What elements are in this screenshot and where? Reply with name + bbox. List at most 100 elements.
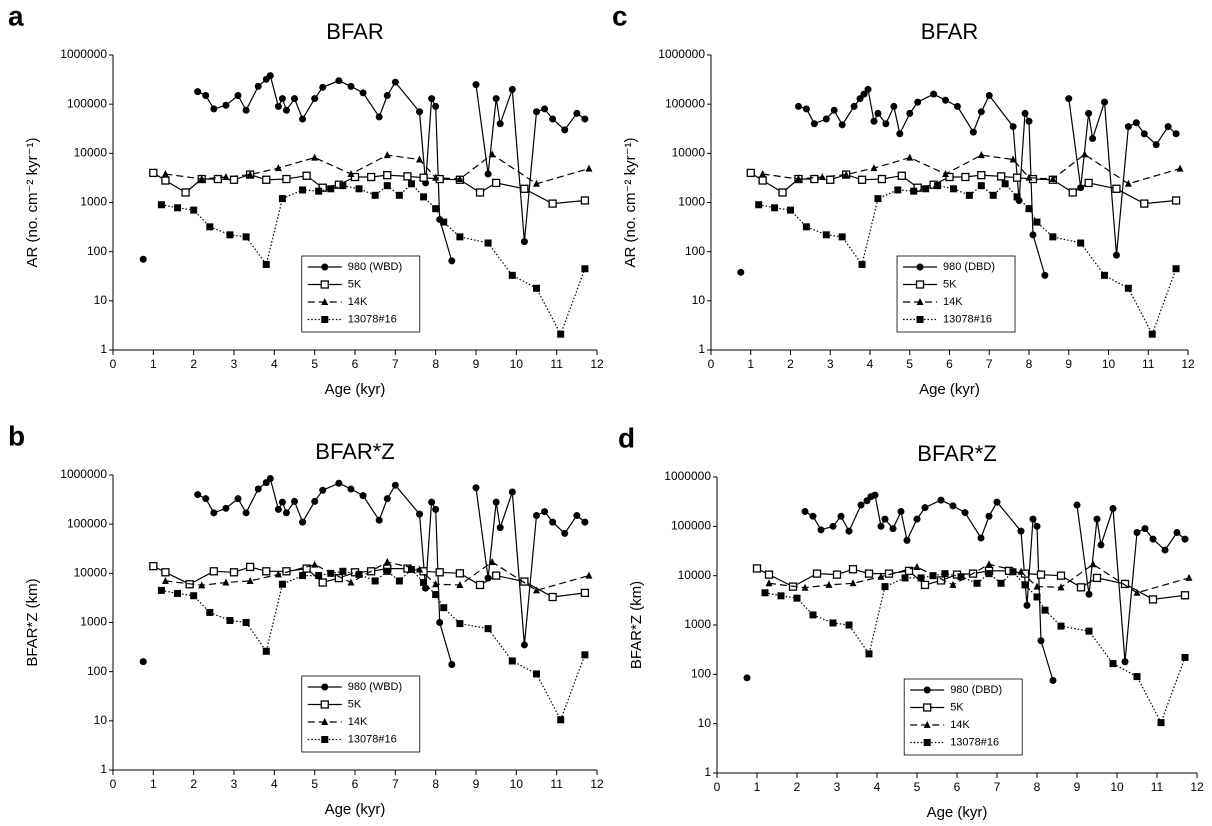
point xyxy=(432,205,440,213)
x-axis-label: Age (kyr) xyxy=(325,381,386,398)
x-tick-label: 3 xyxy=(231,357,238,371)
point xyxy=(242,106,250,114)
point xyxy=(456,580,464,588)
point xyxy=(1001,180,1009,188)
point xyxy=(1041,271,1049,279)
x-tick-label: 2 xyxy=(794,780,801,794)
point xyxy=(1025,117,1033,125)
point xyxy=(291,95,298,103)
point xyxy=(930,90,938,98)
point xyxy=(202,495,210,503)
point xyxy=(226,616,234,624)
point xyxy=(508,488,516,496)
point xyxy=(416,108,424,116)
point xyxy=(997,172,1006,181)
point xyxy=(1073,501,1081,509)
x-tick-label: 7 xyxy=(392,777,399,791)
point xyxy=(777,592,785,600)
point xyxy=(475,188,485,197)
y-tick-label: 100 xyxy=(685,244,705,258)
point xyxy=(174,589,182,597)
point xyxy=(561,126,569,134)
x-tick-label: 9 xyxy=(1065,357,1072,371)
x-tick-label: 2 xyxy=(787,357,794,371)
point xyxy=(953,102,961,110)
point xyxy=(274,570,282,578)
point xyxy=(428,95,436,103)
y-axis-label: AR (no. cm⁻² kyr⁻¹) xyxy=(24,137,41,267)
point xyxy=(347,82,355,90)
point xyxy=(448,660,456,668)
point xyxy=(910,187,918,195)
point xyxy=(210,105,218,113)
point xyxy=(440,218,448,226)
series-line xyxy=(197,477,586,665)
x-tick-label: 4 xyxy=(271,357,278,371)
point xyxy=(520,184,529,193)
point xyxy=(865,650,873,658)
point xyxy=(1089,135,1097,143)
point xyxy=(573,512,581,520)
x-tick-label: 3 xyxy=(231,777,238,791)
point xyxy=(366,172,376,182)
y-tick-label: 1000 xyxy=(678,195,705,209)
legend-label: 14K xyxy=(950,719,970,731)
y-tick-label: 1000000 xyxy=(60,47,107,61)
legend-label: 14K xyxy=(348,296,368,308)
point xyxy=(923,721,931,728)
point xyxy=(242,619,250,626)
point xyxy=(802,223,810,231)
point xyxy=(870,164,878,172)
x-tick-label: 1 xyxy=(150,357,157,371)
point xyxy=(1023,601,1031,609)
point xyxy=(903,536,911,544)
point xyxy=(492,571,501,580)
point xyxy=(533,670,540,678)
series-line xyxy=(197,74,586,262)
point xyxy=(475,580,485,590)
point xyxy=(1161,546,1169,554)
point xyxy=(817,526,825,534)
point xyxy=(829,522,837,530)
x-tick-label: 1 xyxy=(754,780,761,794)
point xyxy=(737,268,745,276)
point xyxy=(282,106,290,114)
point xyxy=(752,564,762,573)
x-tick-label: 11 xyxy=(550,777,563,791)
point xyxy=(206,223,214,231)
point xyxy=(533,284,540,292)
point xyxy=(1029,515,1037,523)
y-tick-label: 100000 xyxy=(671,519,711,533)
point xyxy=(957,573,965,581)
x-tick-label: 0 xyxy=(714,780,721,794)
point xyxy=(139,658,147,666)
point xyxy=(320,700,329,709)
point xyxy=(1101,271,1109,279)
point xyxy=(1185,573,1193,581)
point xyxy=(1057,622,1065,630)
point xyxy=(278,95,286,103)
point xyxy=(965,191,973,199)
point xyxy=(942,96,950,104)
point xyxy=(993,498,1001,506)
point xyxy=(1140,130,1148,138)
point xyxy=(1112,184,1121,193)
point xyxy=(416,510,424,518)
series-line xyxy=(764,570,1186,725)
point xyxy=(496,120,504,128)
point xyxy=(318,578,327,587)
point xyxy=(874,109,882,117)
point xyxy=(383,170,392,180)
y-tick-label: 10 xyxy=(698,716,712,730)
point xyxy=(355,570,363,578)
point xyxy=(161,176,170,185)
point xyxy=(432,102,440,110)
point xyxy=(961,172,970,182)
legend-label: 980 (WBD) xyxy=(348,261,402,273)
point xyxy=(1065,95,1073,103)
x-tick-label: 10 xyxy=(1102,357,1116,371)
y-tick-label: 10 xyxy=(94,713,108,727)
x-tick-label: 9 xyxy=(473,777,480,791)
point xyxy=(533,179,540,187)
point xyxy=(533,512,540,520)
